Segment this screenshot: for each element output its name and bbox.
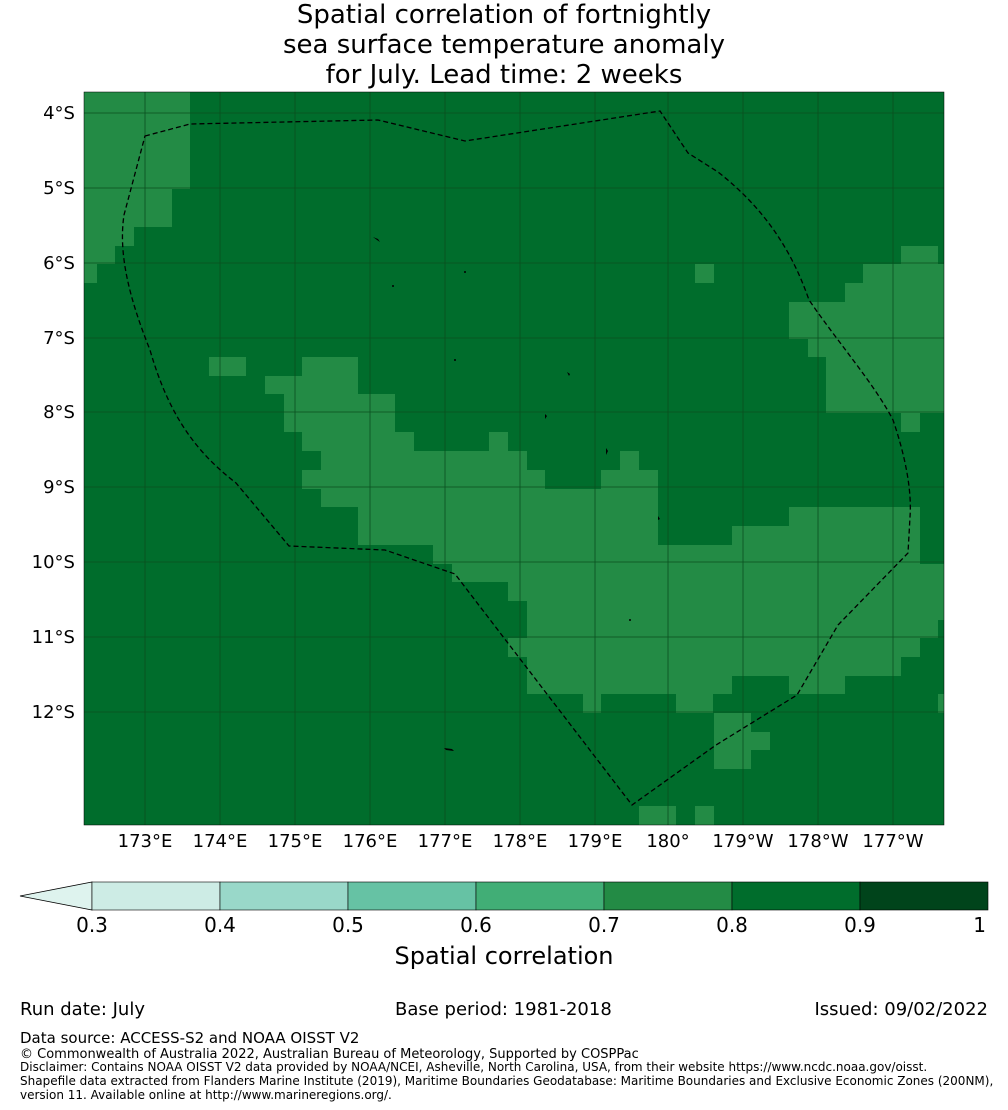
lat-label: 8°S: [43, 402, 75, 423]
title-line-1: Spatial correlation of fortnightly: [296, 0, 712, 30]
eez-boundary: [121, 110, 911, 806]
lon-label: 178°W: [787, 831, 848, 852]
correlation-region: [695, 806, 714, 825]
island: [545, 414, 547, 419]
copyright: © Commonwealth of Australia 2022, Austra…: [20, 1047, 639, 1062]
colorbar-segments: [19, 881, 989, 911]
lat-label: 9°S: [43, 477, 75, 498]
colorbar-tick-label: 0.6: [460, 913, 492, 937]
lat-label: 10°S: [32, 552, 75, 573]
issued-date: Issued: 09/02/2022: [814, 999, 988, 1020]
island: [392, 285, 394, 287]
lon-label: 174°E: [193, 831, 248, 852]
lat-label: 6°S: [43, 253, 75, 274]
title-line-3: for July. Lead time: 2 weeks: [325, 60, 683, 90]
colorbar-tick-label: 0.9: [844, 913, 876, 937]
land-islands: [373, 237, 660, 751]
colorbar: 0.3 0.4 0.5 0.6 0.7 0.8 0.9 1: [19, 881, 989, 937]
lon-label: 175°E: [268, 831, 323, 852]
chart-title: Spatial correlation of fortnightly sea s…: [0, 0, 1008, 90]
colorbar-segment: [91, 881, 221, 911]
disclaimer-line-3: version 11. Available online at http://w…: [20, 1088, 392, 1102]
correlation-region: [714, 713, 770, 769]
correlation-region: [265, 246, 944, 713]
heatmap-cells: [84, 92, 944, 825]
lon-label: 176°E: [343, 831, 398, 852]
colorbar-ticks: 0.3 0.4 0.5 0.6 0.7 0.8 0.9 1: [76, 913, 986, 937]
base-period: Base period: 1981-2018: [395, 999, 612, 1020]
lat-label: 11°S: [32, 627, 75, 648]
correlation-region: [84, 92, 190, 283]
map-plot: 4°S 5°S 6°S 7°S 8°S 9°S 10°S 11°S 12°S 173°E 174°…: [32, 91, 945, 852]
data-source: Data source: ACCESS-S2 and NOAA OISST V2: [20, 1029, 360, 1047]
lat-label: 5°S: [43, 178, 75, 199]
colorbar-tick-label: 0.8: [716, 913, 748, 937]
island: [606, 448, 608, 455]
colorbar-segment: [347, 881, 477, 911]
disclaimer-line-1: Disclaimer: Contains NOAA OISST V2 data …: [20, 1060, 928, 1074]
run-date: Run date: July: [20, 999, 145, 1020]
colorbar-tick-label: 1: [973, 913, 986, 937]
lon-label: 179°W: [712, 831, 773, 852]
lon-label: 177°E: [418, 831, 473, 852]
colorbar-tick-label: 0.7: [588, 913, 620, 937]
colorbar-segment: [603, 881, 733, 911]
lon-label: 179°E: [568, 831, 623, 852]
correlation-region: [938, 694, 944, 713]
colorbar-title: Spatial correlation: [394, 942, 614, 970]
disclaimer-line-2: Shapefile data extracted from Flanders M…: [20, 1074, 994, 1088]
lon-label: 180°: [646, 831, 689, 852]
island: [629, 619, 631, 621]
correlation-region: [639, 806, 676, 825]
latitude-labels: 4°S 5°S 6°S 7°S 8°S 9°S 10°S 11°S 12°S: [32, 103, 75, 723]
island: [454, 359, 456, 361]
colorbar-segment: [219, 881, 349, 911]
correlation-region: [695, 264, 714, 283]
map-frame: [83, 91, 945, 826]
colorbar-segment: [475, 881, 605, 911]
lat-label: 12°S: [32, 702, 75, 723]
lat-label: 7°S: [43, 328, 75, 349]
title-line-2: sea surface temperature anomaly: [283, 30, 725, 60]
island: [444, 748, 454, 751]
graticule: [84, 92, 944, 825]
correlation-region: [209, 357, 246, 376]
lon-label: 177°W: [862, 831, 923, 852]
colorbar-segment: [731, 881, 861, 911]
island: [373, 237, 380, 242]
island: [464, 271, 466, 273]
colorbar-extend-min: [19, 881, 93, 911]
lat-label: 4°S: [43, 103, 75, 124]
lon-label: 178°E: [493, 831, 548, 852]
longitude-labels: 173°E 174°E 175°E 176°E 177°E 178°E 179°E 180° 1…: [118, 831, 924, 852]
colorbar-segment: [859, 881, 989, 911]
colorbar-tick-label: 0.4: [204, 913, 236, 937]
island: [658, 516, 660, 520]
colorbar-tick-label: 0.3: [76, 913, 108, 937]
colorbar-tick-label: 0.5: [332, 913, 364, 937]
island: [567, 372, 570, 376]
lon-label: 173°E: [118, 831, 173, 852]
